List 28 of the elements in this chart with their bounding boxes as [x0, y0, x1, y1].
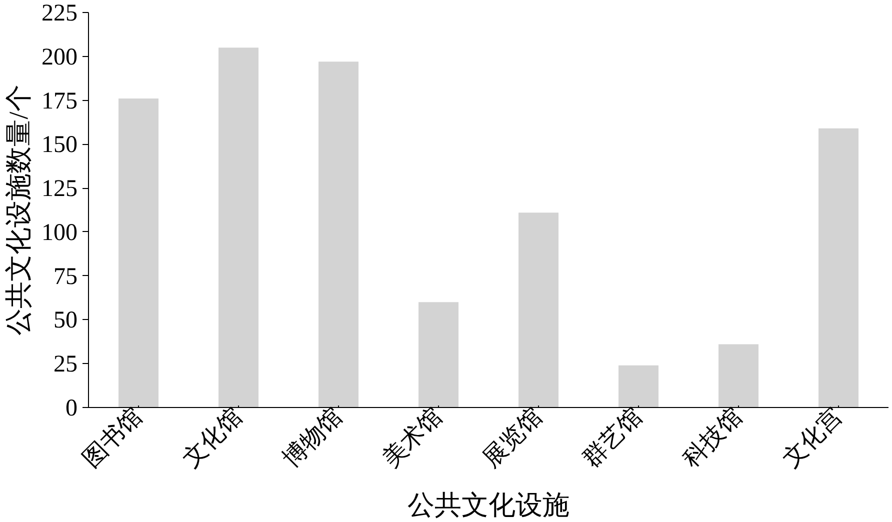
- bar: [518, 212, 558, 408]
- y-axis-title: 公共文化设施数量/个: [4, 84, 34, 336]
- bar: [718, 344, 758, 408]
- y-tick-label: 200: [42, 44, 78, 70]
- bar: [818, 128, 858, 408]
- y-tick-label: 25: [54, 352, 78, 378]
- bar: [318, 62, 358, 408]
- x-tick-label: 美术馆: [378, 402, 448, 473]
- y-tick-label: 125: [42, 176, 78, 202]
- y-tick-label: 150: [42, 132, 78, 158]
- x-tick-label: 文化宫: [778, 402, 848, 473]
- x-tick-label: 展览馆: [478, 402, 548, 473]
- y-tick-label: 75: [54, 264, 78, 290]
- x-tick-label: 博物馆: [278, 402, 348, 473]
- bar: [218, 48, 258, 408]
- y-tick-label: 100: [42, 220, 78, 246]
- y-tick-label: 50: [54, 308, 78, 334]
- y-tick-label: 175: [42, 88, 78, 114]
- x-axis-title: 公共文化设施: [408, 490, 570, 520]
- bar: [418, 302, 458, 408]
- x-tick-label: 群艺馆: [578, 402, 648, 473]
- x-tick-label: 科技馆: [678, 402, 748, 473]
- y-tick-label: 225: [42, 0, 78, 26]
- y-tick-label: 0: [66, 396, 78, 422]
- bar: [618, 365, 658, 408]
- x-tick-label: 图书馆: [78, 402, 148, 473]
- bar: [118, 98, 158, 408]
- x-tick-label: 文化馆: [178, 402, 248, 473]
